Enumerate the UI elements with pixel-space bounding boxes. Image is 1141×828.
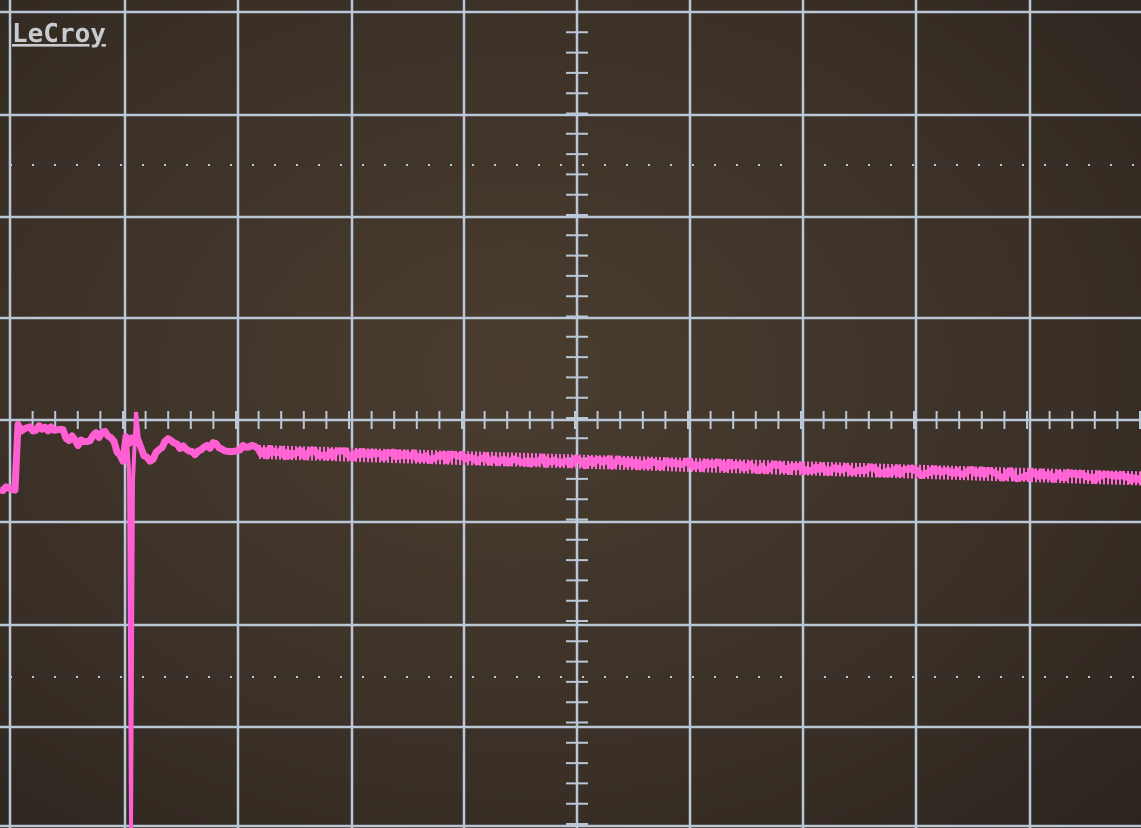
trace-line [0,421,1141,494]
trace-spike [125,411,141,828]
brand-logo: LeCroy [12,19,106,49]
waveform-trace [0,411,1141,828]
trace-noise [259,445,1141,486]
